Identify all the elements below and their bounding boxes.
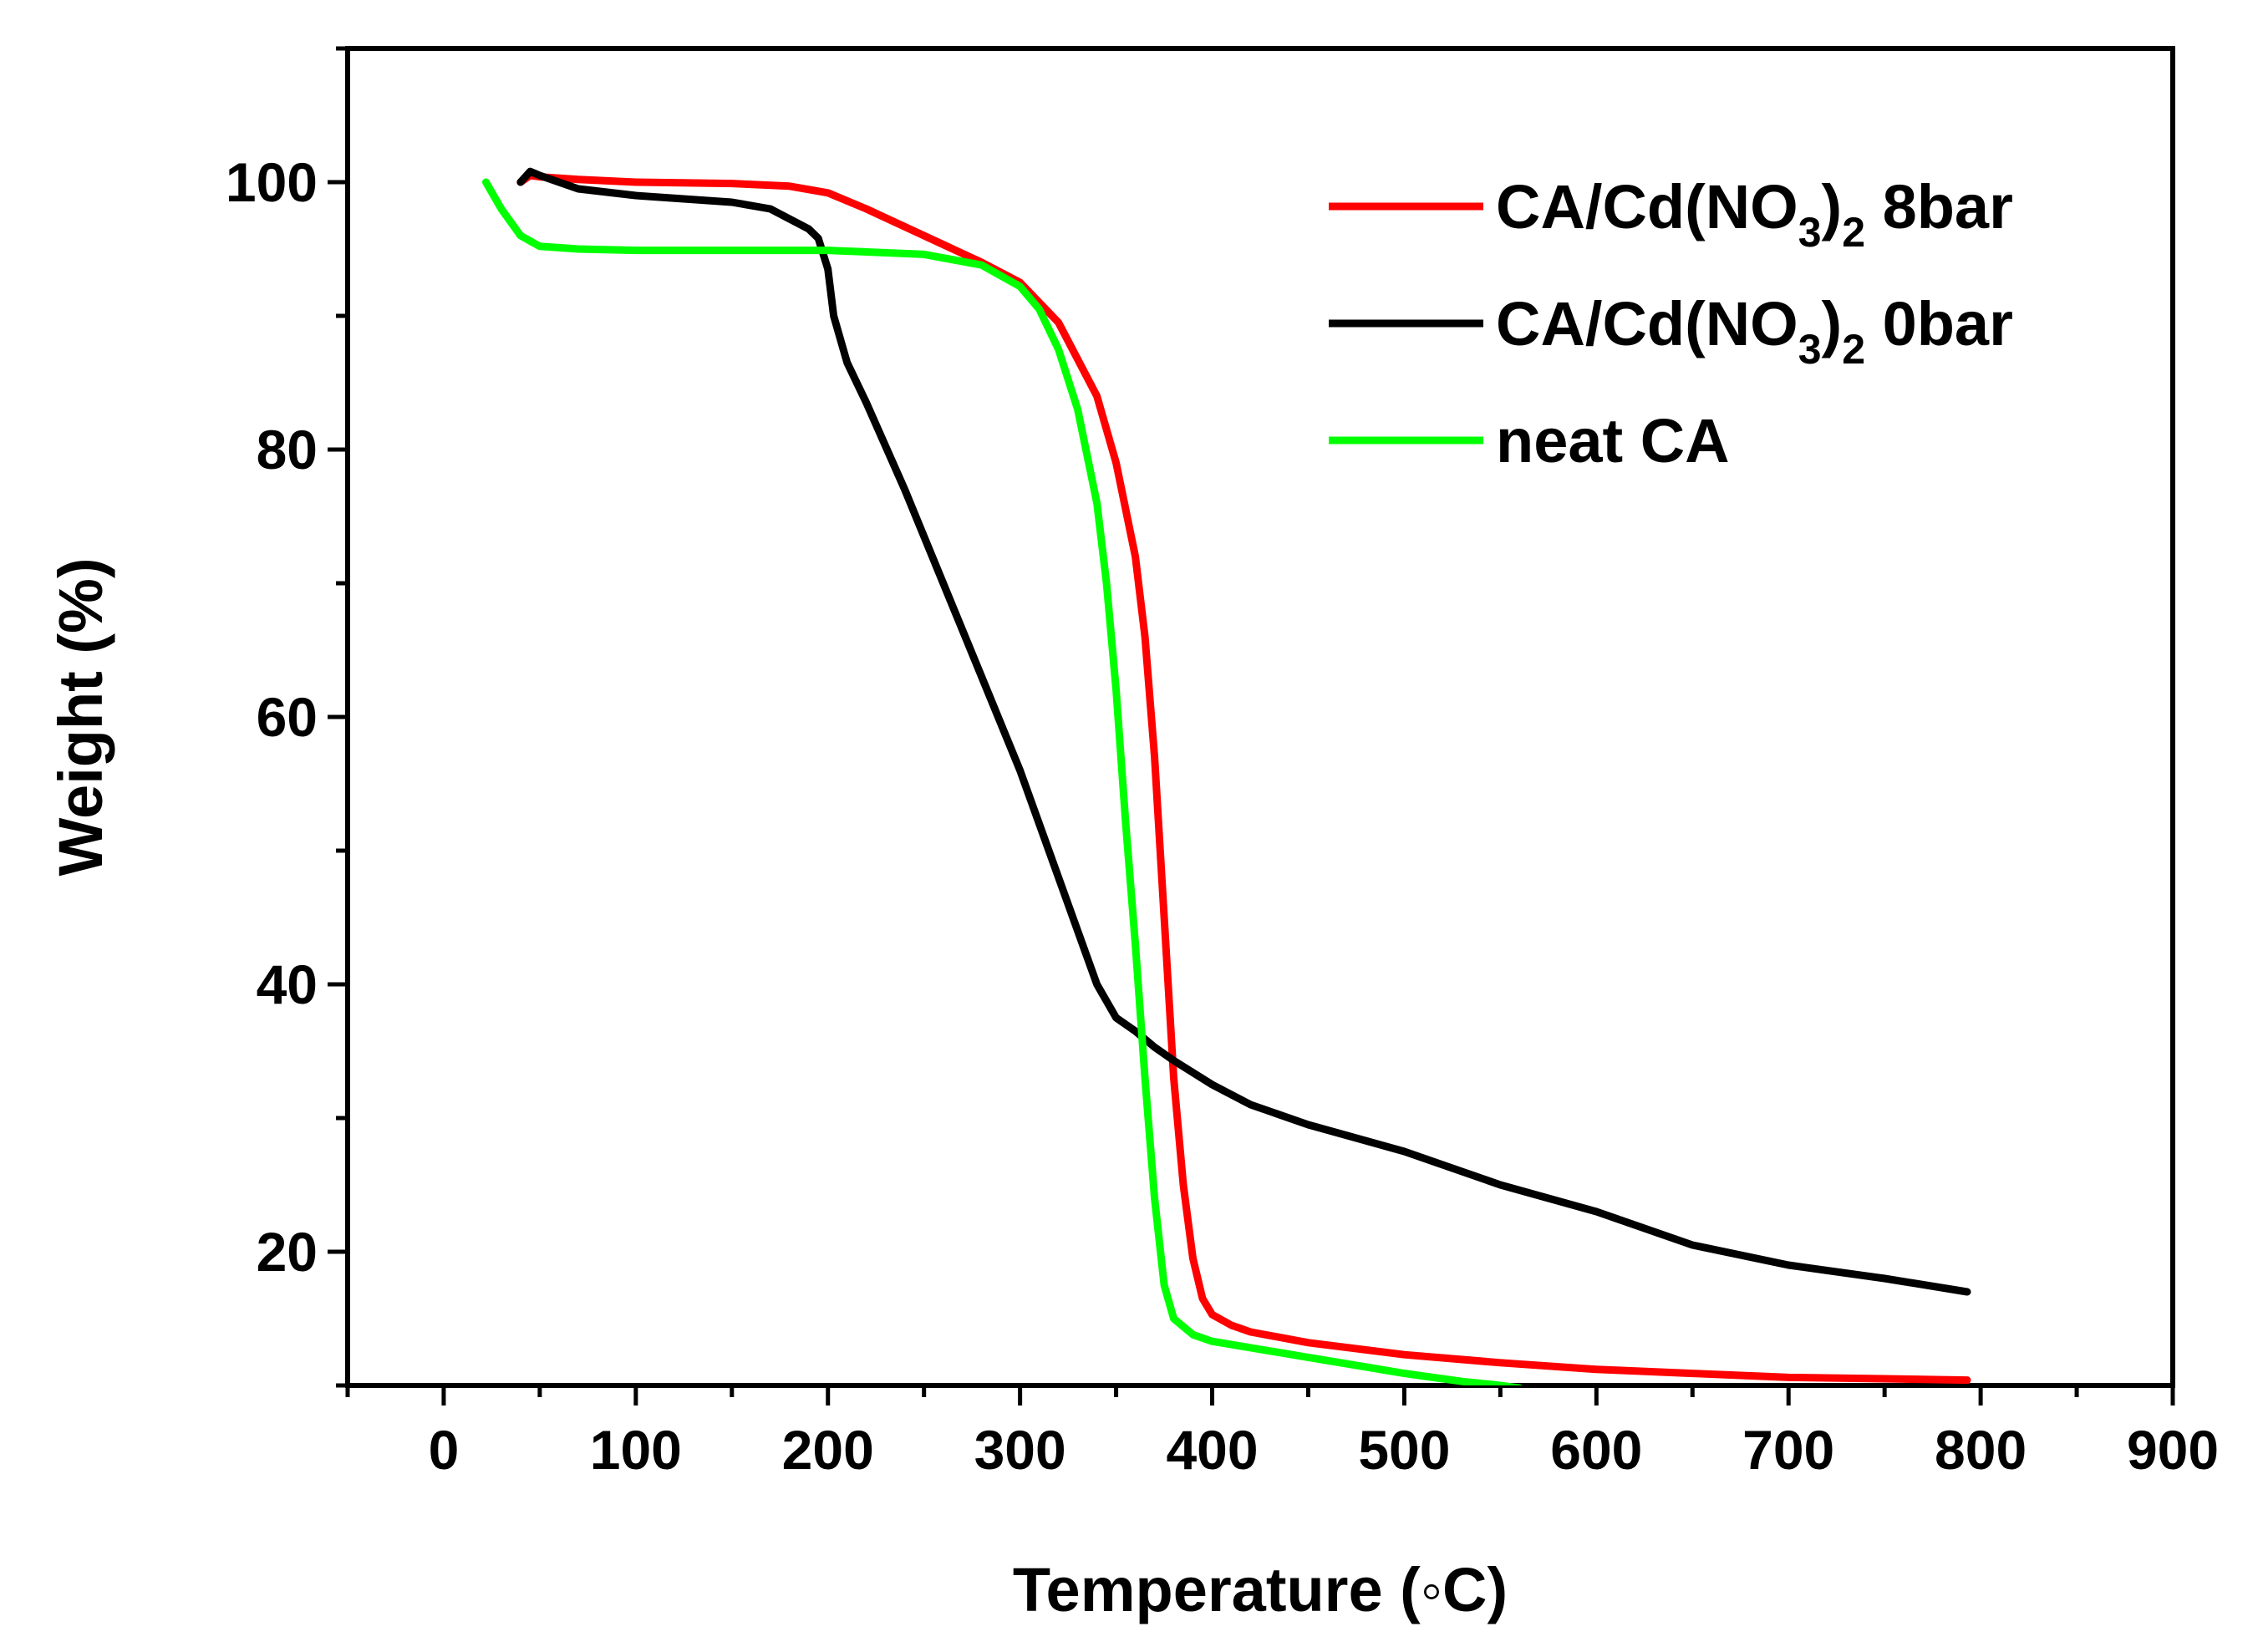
- series-line-0: [516, 171, 1971, 1385]
- x-tick-label: 900: [2127, 1419, 2219, 1481]
- legend: CA/Cd(NO3)2 8bar CA/Cd(NO3)2 0bar neat CA: [1329, 172, 2013, 475]
- x-tick-label: 700: [1742, 1419, 1834, 1481]
- legend-label-2: neat CA: [1496, 406, 1730, 475]
- legend-label-0: CA/Cd(NO3)2 8bar: [1496, 172, 2013, 256]
- y-tick-label: 40: [257, 953, 318, 1015]
- x-tick-label: 800: [1935, 1419, 2027, 1481]
- axis-ticks: 0 100 200 300 400 500 600 700 800 900 20 40 60 80 100: [226, 46, 2219, 1481]
- x-tick-label: 200: [782, 1419, 874, 1481]
- x-tick-label: 500: [1358, 1419, 1450, 1481]
- series-line-1: [516, 167, 1971, 1296]
- x-tick-label: 300: [974, 1419, 1066, 1481]
- x-tick-label: 100: [590, 1419, 682, 1481]
- series-line-2: [482, 178, 1523, 1385]
- y-tick-label: 80: [257, 419, 318, 480]
- x-axis-title: Temperature (◦C): [1013, 1555, 1508, 1624]
- y-axis-title: Weight (%): [46, 558, 115, 877]
- x-tick-label: 400: [1166, 1419, 1258, 1481]
- y-tick-label: 100: [226, 151, 318, 213]
- x-tick-label: 0: [429, 1419, 460, 1481]
- y-tick-label: 60: [257, 686, 318, 748]
- series-layer: [482, 167, 1971, 1385]
- legend-label-1: CA/Cd(NO3)2 0bar: [1496, 289, 2013, 373]
- y-tick-label: 20: [257, 1221, 318, 1283]
- x-tick-label: 600: [1550, 1419, 1642, 1481]
